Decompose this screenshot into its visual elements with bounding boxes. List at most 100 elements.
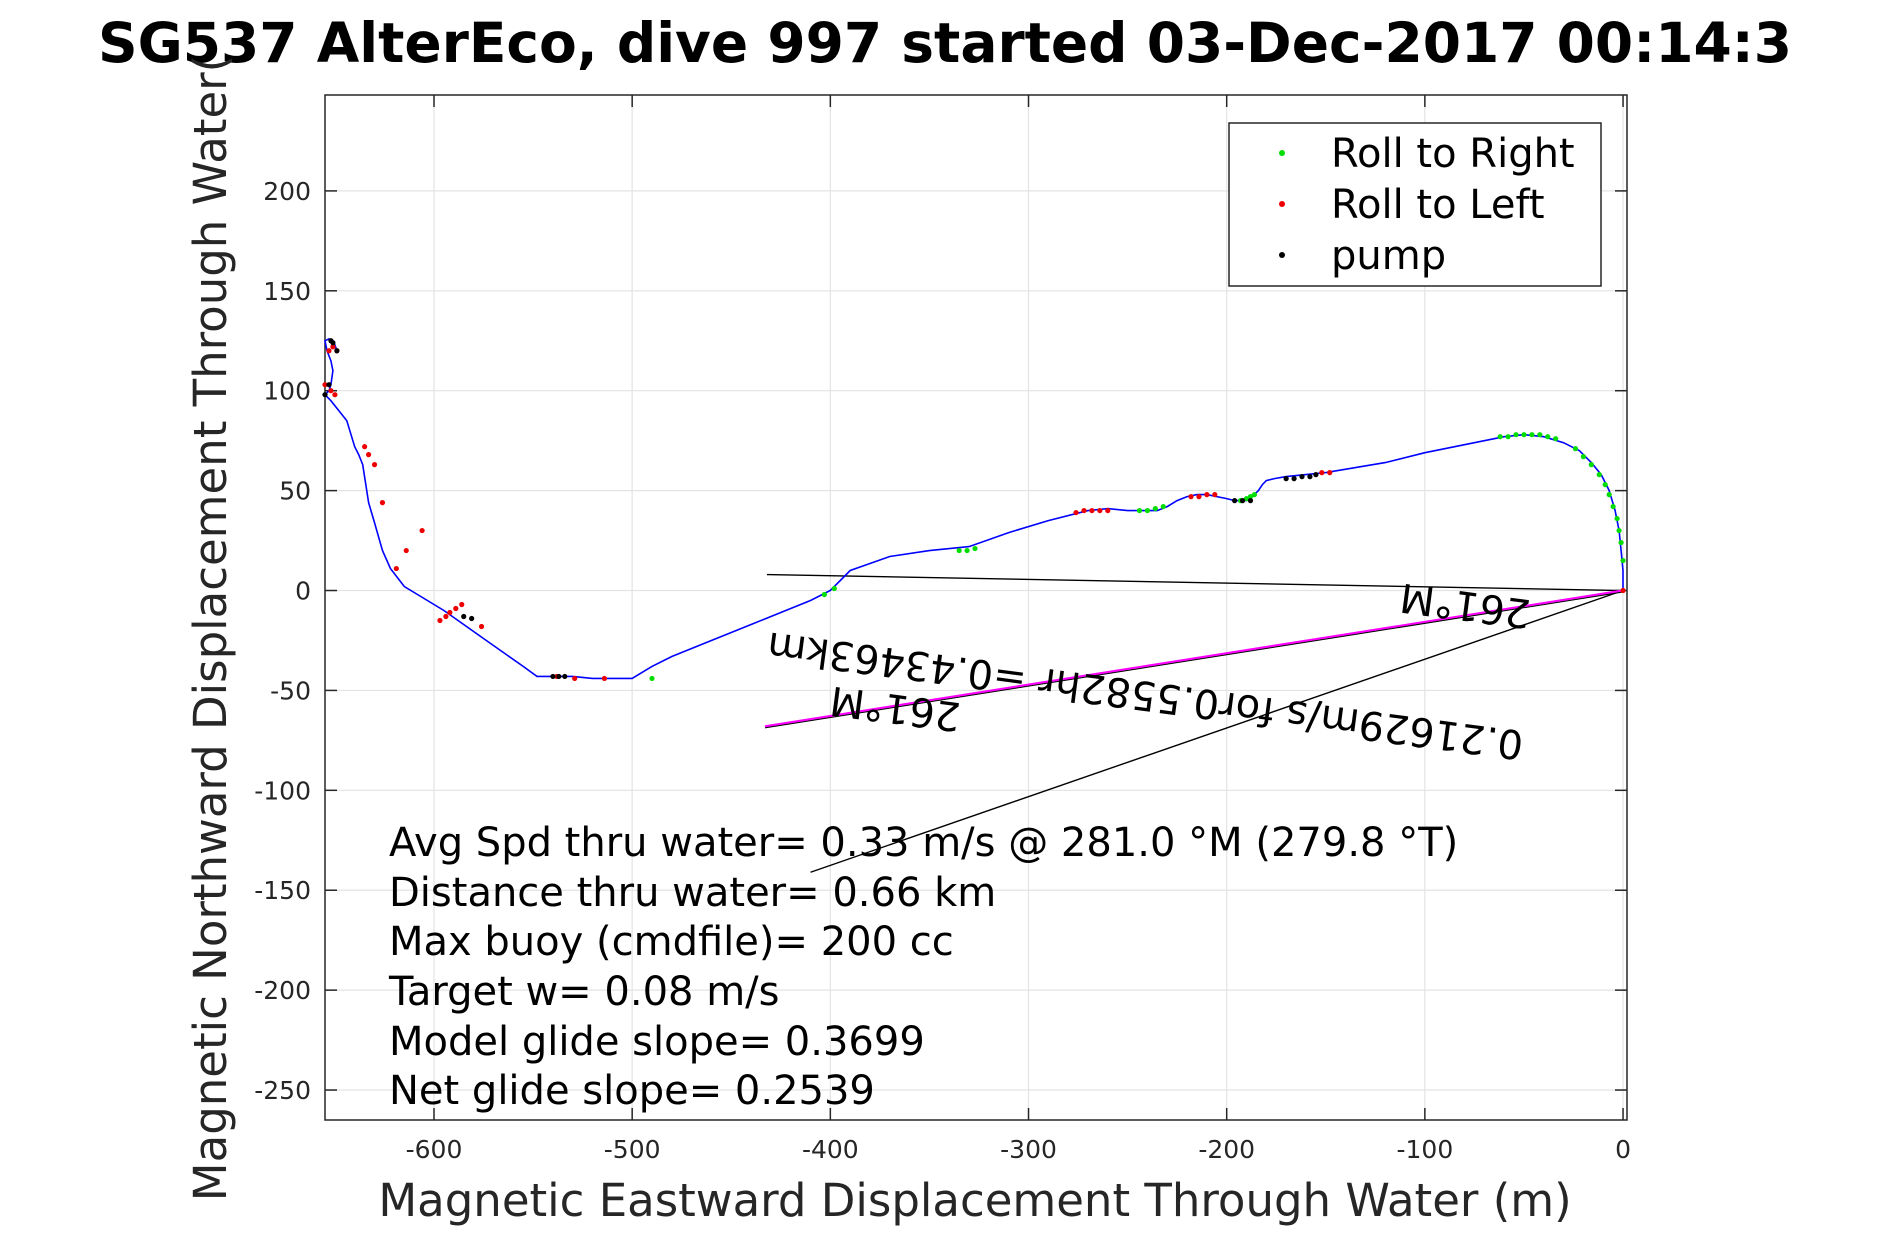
legend-box [1228, 122, 1602, 287]
pump-point [1313, 472, 1319, 478]
roll-right-point [1602, 482, 1608, 488]
roll-left-point [1319, 470, 1325, 476]
roll-left-point [1196, 494, 1202, 500]
roll-left-point [1212, 492, 1218, 498]
roll-right-point [1136, 507, 1143, 514]
annotation-target-w: Target w= 0.08 m/s [388, 969, 779, 1015]
annotation-max-buoy: Max buoy (cmdfile)= 200 cc [389, 919, 954, 965]
roll-right-point [1160, 503, 1166, 510]
roll-left-point [1620, 587, 1626, 594]
roll-right-point [1610, 503, 1616, 510]
roll-left-point [328, 388, 334, 394]
roll-right-point [956, 547, 962, 554]
roll-right-point [1537, 432, 1543, 438]
marker-layer [322, 338, 1626, 682]
roll-right-point [1243, 496, 1250, 502]
roll-right-point [1596, 472, 1602, 478]
roll-left-point [330, 344, 336, 350]
roll-left-point [371, 462, 378, 468]
roll-left-point [437, 617, 443, 624]
y-tick-label: 100 [263, 377, 311, 406]
chart-title: SG537 AlterEco, dive 997 started 03-Dec-… [98, 11, 1792, 75]
roll-right-point [1588, 462, 1594, 468]
legend-label-pump: pump [1331, 233, 1446, 279]
x-tick-label: -200 [1198, 1135, 1255, 1164]
roll-right-point [1247, 494, 1254, 500]
roll-left-point [1073, 509, 1079, 516]
roll-right-point [1513, 432, 1519, 438]
annotation-model-glide: Model glide slope= 0.3699 [389, 1019, 925, 1065]
legend-marker-pump [1279, 252, 1285, 258]
reference-line [810, 589, 1624, 873]
pump-point [1291, 476, 1297, 482]
current-vector-shadow [764, 591, 1624, 729]
legend-label-roll-right: Roll to Right [1331, 131, 1575, 177]
roll-left-point [1105, 507, 1111, 514]
roll-right-point [1606, 492, 1612, 498]
annotation-distance: Distance thru water= 0.66 km [389, 870, 996, 916]
roll-left-point [322, 382, 328, 388]
roll-right-point [1614, 515, 1620, 522]
pump-point [550, 673, 556, 680]
legend-label-roll-left: Roll to Left [1331, 182, 1545, 228]
roll-left-point [447, 609, 453, 616]
annotation-avg-speed: Avg Spd thru water= 0.33 m/s @ 281.0 °M … [389, 820, 1458, 866]
y-tick-label: 0 [295, 577, 311, 606]
roll-right-point [1553, 436, 1559, 442]
x-axis-label: Magnetic Eastward Displacement Through W… [378, 1174, 1571, 1227]
pump-point [562, 673, 568, 680]
roll-right-point [1545, 434, 1551, 440]
glider-track [323, 337, 1624, 680]
roll-left-point [403, 547, 409, 554]
roll-right-point [821, 591, 827, 598]
roll-right-point [831, 585, 837, 592]
flipped-heading-label-near: 261°M [1397, 574, 1533, 637]
roll-left-point [1327, 470, 1333, 476]
roll-left-point [1081, 507, 1087, 514]
legend-marker-roll-left [1279, 201, 1285, 207]
y-axis-label: Magnetic Northward Displacement Through … [184, 55, 237, 1201]
roll-right-point [964, 547, 970, 554]
roll-right-point [1616, 527, 1622, 534]
roll-left-point [1188, 494, 1194, 500]
legend: Roll to Right Roll to Left pump [1228, 122, 1602, 287]
roll-right-point [1618, 539, 1624, 546]
reference-lines [764, 573, 1624, 873]
roll-left-point [326, 348, 332, 354]
roll-right-point [1529, 432, 1535, 438]
x-tick-label: -500 [604, 1135, 661, 1164]
reference-line [766, 573, 1624, 592]
pump-point [326, 382, 332, 388]
roll-right-point [1144, 507, 1151, 514]
pump-point [322, 392, 328, 398]
roll-left-point [459, 601, 465, 608]
axis-ticks: -600 -500 -400 -300 -200 -100 0-250-200-150-10… [254, 95, 1631, 1164]
y-tick-label: -200 [254, 976, 311, 1005]
roll-right-point [1572, 446, 1579, 452]
pump-point [330, 340, 336, 346]
flipped-label-near: 261°M [1397, 574, 1533, 637]
x-tick-label: -400 [802, 1135, 859, 1164]
roll-left-point [362, 444, 368, 450]
y-tick-label: -250 [254, 1076, 311, 1105]
roll-right-point [1497, 434, 1503, 440]
roll-right-point [1152, 505, 1158, 512]
roll-right-point [1505, 434, 1511, 440]
pump-point [1239, 498, 1246, 504]
roll-left-point [478, 623, 485, 630]
pump-point [1232, 498, 1238, 504]
roll-left-point [453, 605, 459, 612]
pump-point [1307, 474, 1313, 480]
roll-right-point [649, 675, 655, 682]
roll-left-point [1089, 507, 1095, 514]
pump-point [1283, 476, 1289, 482]
x-tick-label: 0 [1615, 1135, 1631, 1164]
y-tick-label: 50 [279, 477, 311, 506]
roll-left-point [393, 565, 399, 572]
x-tick-label: -600 [406, 1135, 463, 1164]
roll-left-point [365, 452, 372, 458]
y-tick-label: 200 [263, 177, 311, 206]
y-tick-label: -150 [254, 876, 311, 905]
roll-right-point [1580, 454, 1587, 460]
